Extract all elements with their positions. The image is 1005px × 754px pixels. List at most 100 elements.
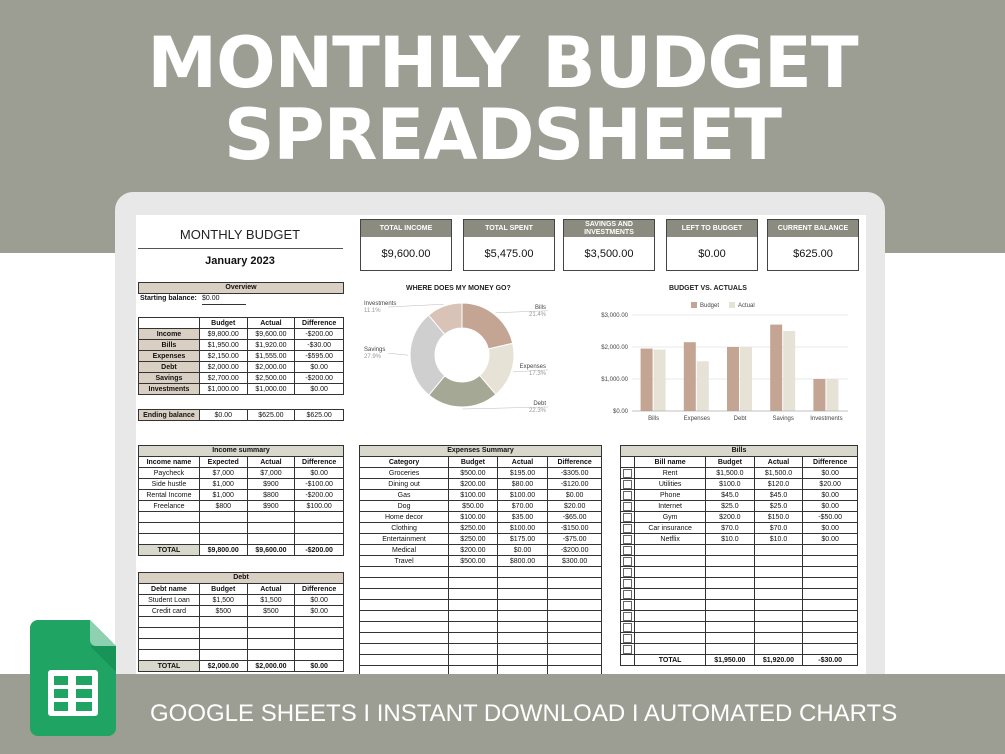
table-cell[interactable] xyxy=(138,616,200,628)
checkbox-icon[interactable] xyxy=(623,622,633,632)
column-header[interactable]: Actual xyxy=(246,317,296,329)
table-cell[interactable]: $120.0 xyxy=(753,478,804,490)
paid-checkbox[interactable] xyxy=(619,566,636,578)
table-cell[interactable]: Dining out xyxy=(358,478,450,490)
table-cell[interactable] xyxy=(705,555,755,567)
table-cell[interactable]: -$595.00 xyxy=(294,350,344,362)
table-cell[interactable] xyxy=(634,621,707,633)
table-cell[interactable]: -$200.00 xyxy=(294,328,344,340)
table-cell[interactable] xyxy=(705,577,755,589)
table-cell[interactable]: $500.00 xyxy=(448,467,498,479)
table-cell[interactable] xyxy=(294,616,344,628)
table-cell[interactable]: Debt xyxy=(138,361,200,373)
checkbox-icon[interactable] xyxy=(623,611,633,621)
table-cell[interactable]: $2,000.00 xyxy=(198,361,248,373)
ending-balance-cell[interactable]: $625.00 xyxy=(294,409,344,421)
total-cell[interactable]: -$200.00 xyxy=(294,544,344,556)
table-cell[interactable]: Savings xyxy=(138,372,200,384)
column-header[interactable]: Budget xyxy=(198,317,248,329)
checkbox-icon[interactable] xyxy=(623,567,633,577)
table-cell[interactable]: $70.00 xyxy=(496,500,549,512)
table-cell[interactable]: $70.0 xyxy=(753,522,804,534)
checkbox-icon[interactable] xyxy=(623,633,633,643)
table-cell[interactable] xyxy=(138,533,200,545)
table-cell[interactable] xyxy=(547,643,602,655)
table-cell[interactable] xyxy=(496,621,549,633)
table-cell[interactable] xyxy=(753,632,804,644)
table-cell[interactable]: $1,000.00 xyxy=(246,383,296,395)
table-cell[interactable] xyxy=(705,544,755,556)
table-cell[interactable]: $0.00 xyxy=(496,544,549,556)
paid-checkbox[interactable] xyxy=(619,478,636,490)
table-cell[interactable]: $2,700.00 xyxy=(198,372,248,384)
table-cell[interactable]: Travel xyxy=(358,555,450,567)
table-cell[interactable]: Paycheck xyxy=(138,467,200,479)
table-cell[interactable] xyxy=(802,566,858,578)
table-cell[interactable] xyxy=(802,599,858,611)
table-cell[interactable] xyxy=(246,616,296,628)
table-cell[interactable] xyxy=(753,621,804,633)
table-cell[interactable]: $0.00 xyxy=(802,533,858,545)
table-cell[interactable]: $10.0 xyxy=(753,533,804,545)
table-cell[interactable]: $70.0 xyxy=(705,522,755,534)
table-cell[interactable]: $50.00 xyxy=(448,500,498,512)
table-cell[interactable]: $9,800.00 xyxy=(198,328,248,340)
table-cell[interactable] xyxy=(448,654,498,666)
table-cell[interactable] xyxy=(358,654,450,666)
total-cell[interactable]: $1,920.00 xyxy=(753,654,804,666)
table-cell[interactable] xyxy=(634,632,707,644)
table-cell[interactable]: $1,500 xyxy=(198,594,248,606)
table-cell[interactable] xyxy=(138,522,200,534)
table-cell[interactable] xyxy=(138,649,200,661)
table-cell[interactable]: $100.00 xyxy=(448,489,498,501)
table-cell[interactable]: $2,150.00 xyxy=(198,350,248,362)
column-header[interactable]: Income name xyxy=(138,456,200,468)
table-cell[interactable] xyxy=(294,638,344,650)
table-cell[interactable] xyxy=(294,522,344,534)
table-cell[interactable]: Expenses xyxy=(138,350,200,362)
total-cell[interactable]: $9,800.00 xyxy=(198,544,248,556)
checkbox-icon[interactable] xyxy=(623,512,633,522)
table-cell[interactable]: Netflix xyxy=(634,533,707,545)
table-cell[interactable] xyxy=(634,577,707,589)
table-cell[interactable] xyxy=(294,533,344,545)
table-cell[interactable] xyxy=(753,610,804,622)
paid-checkbox[interactable] xyxy=(619,467,636,479)
table-cell[interactable]: -$65.00 xyxy=(547,511,602,523)
paid-checkbox[interactable] xyxy=(619,577,636,589)
paid-checkbox[interactable] xyxy=(619,500,636,512)
table-cell[interactable]: $35.00 xyxy=(496,511,549,523)
table-cell[interactable] xyxy=(358,610,450,622)
table-cell[interactable] xyxy=(634,588,707,600)
table-cell[interactable] xyxy=(802,555,858,567)
table-cell[interactable]: $150.0 xyxy=(753,511,804,523)
table-cell[interactable] xyxy=(294,511,344,523)
table-cell[interactable]: $0.00 xyxy=(802,522,858,534)
table-cell[interactable] xyxy=(634,555,707,567)
table-cell[interactable]: $100.00 xyxy=(496,489,549,501)
table-cell[interactable] xyxy=(634,566,707,578)
table-cell[interactable]: $0.00 xyxy=(802,489,858,501)
column-header[interactable]: Difference xyxy=(547,456,602,468)
table-cell[interactable] xyxy=(358,632,450,644)
table-cell[interactable] xyxy=(753,588,804,600)
total-cell[interactable]: TOTAL xyxy=(138,544,200,556)
table-cell[interactable] xyxy=(705,566,755,578)
total-cell[interactable]: $2,000.00 xyxy=(198,660,248,672)
table-cell[interactable] xyxy=(547,599,602,611)
total-cell[interactable]: $2,000.00 xyxy=(246,660,296,672)
table-cell[interactable]: $2,000.00 xyxy=(246,361,296,373)
checkbox-icon[interactable] xyxy=(623,534,633,544)
table-cell[interactable]: -$200.00 xyxy=(294,489,344,501)
table-cell[interactable]: $0.00 xyxy=(294,594,344,606)
table-cell[interactable]: Dog xyxy=(358,500,450,512)
table-cell[interactable]: Freelance xyxy=(138,500,200,512)
table-cell[interactable] xyxy=(634,544,707,556)
table-cell[interactable] xyxy=(753,599,804,611)
checkbox-icon[interactable] xyxy=(623,468,633,478)
table-cell[interactable] xyxy=(138,511,200,523)
column-header[interactable]: Budget xyxy=(448,456,498,468)
table-cell[interactable] xyxy=(358,599,450,611)
table-cell[interactable] xyxy=(802,621,858,633)
column-header[interactable]: Budget xyxy=(198,583,248,595)
